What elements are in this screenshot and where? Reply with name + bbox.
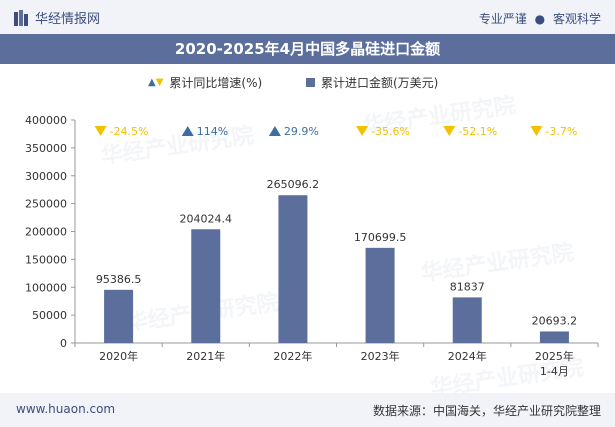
bar[interactable] — [191, 229, 221, 343]
y-tick-label: 200000 — [25, 226, 67, 239]
bar-value-label: 265096.2 — [267, 178, 320, 191]
growth-label: 114% — [197, 125, 228, 138]
chart-legend: ▲ ▼ 累计同比增速(%) 累计进口金额(万美元) — [0, 74, 615, 92]
growth-up-icon — [268, 126, 281, 136]
bar[interactable] — [365, 247, 395, 343]
y-tick-label: 400000 — [25, 114, 67, 127]
separator-dot-icon: ● — [534, 12, 546, 26]
y-tick-label: 50000 — [32, 309, 67, 322]
growth-down-icon — [356, 126, 369, 136]
y-tick-label: 0 — [60, 337, 67, 350]
triangle-up-icon: ▲ — [148, 77, 156, 88]
top-bar: 华经情报网 专业严谨 ● 客观科学 — [0, 0, 615, 34]
x-tick-label: 2024年 — [448, 349, 487, 363]
brand-logo-icon — [14, 9, 28, 26]
bar-value-label: 170699.5 — [354, 231, 407, 244]
brand-logo[interactable]: 华经情报网 — [14, 8, 100, 27]
footer-bar: www.huaon.com 数据来源：中国海关，华经产业研究院整理 — [0, 393, 615, 427]
y-tick-label: 150000 — [25, 253, 67, 266]
triangle-down-icon: ▼ — [155, 77, 164, 88]
x-tick-label: 2021年 — [186, 349, 225, 363]
bar-value-label: 95386.5 — [96, 273, 142, 286]
bar[interactable] — [452, 297, 482, 343]
y-tick-label: 300000 — [25, 170, 67, 183]
y-tick-label: 100000 — [25, 281, 67, 294]
growth-label: -3.7% — [545, 125, 577, 138]
chart-plot: 400000 350000 300000 250000 200000 150000 1000… — [25, 114, 599, 378]
x-tick-label: 2022年 — [273, 349, 312, 363]
growth-label: -35.6% — [371, 125, 410, 138]
tagline-right: 客观科学 — [552, 12, 601, 26]
legend-amount-label: 累计进口金额(万美元) — [321, 76, 439, 90]
x-tick-label: 2020年 — [99, 349, 138, 363]
bar[interactable] — [104, 289, 134, 343]
x-tick-label: 2025年 1-4月 — [535, 349, 574, 378]
bar[interactable] — [278, 195, 308, 343]
growth-label: -52.1% — [458, 125, 497, 138]
x-tick-label: 2023年 — [361, 349, 400, 363]
growth-up-icon — [181, 126, 194, 136]
legend-item-amount: 累计进口金额(万美元) — [306, 74, 438, 91]
bar-value-label: 81837 — [450, 280, 485, 293]
y-tick-label: 350000 — [25, 142, 67, 155]
y-tick-label: 250000 — [25, 198, 67, 211]
growth-label: -24.5% — [110, 125, 149, 138]
tagline: 专业严谨 ● 客观科学 — [479, 10, 601, 27]
growth-down-icon — [443, 126, 456, 136]
legend-bar-swatch — [306, 78, 315, 87]
title-bar: 2020-2025年4月中国多晶硅进口金额 — [0, 34, 615, 64]
data-source: 数据来源：中国海关，华经产业研究院整理 — [372, 404, 601, 418]
tagline-left: 专业严谨 — [478, 12, 527, 26]
bar-value-label: 204024.4 — [180, 212, 233, 225]
legend-growth-label: 累计同比增速(%) — [169, 76, 263, 90]
brand-name: 华经情报网 — [35, 12, 101, 27]
chart-title: 2020-2025年4月中国多晶硅进口金额 — [174, 40, 441, 58]
bar[interactable] — [539, 331, 569, 343]
growth-down-icon — [94, 126, 107, 136]
website-link[interactable]: www.huaon.com — [16, 402, 116, 416]
bar-value-label: 20693.2 — [532, 314, 578, 327]
growth-label: 29.9% — [284, 125, 319, 138]
legend-item-growth: ▲ ▼ 累计同比增速(%) — [148, 74, 262, 91]
growth-down-icon — [530, 126, 543, 136]
